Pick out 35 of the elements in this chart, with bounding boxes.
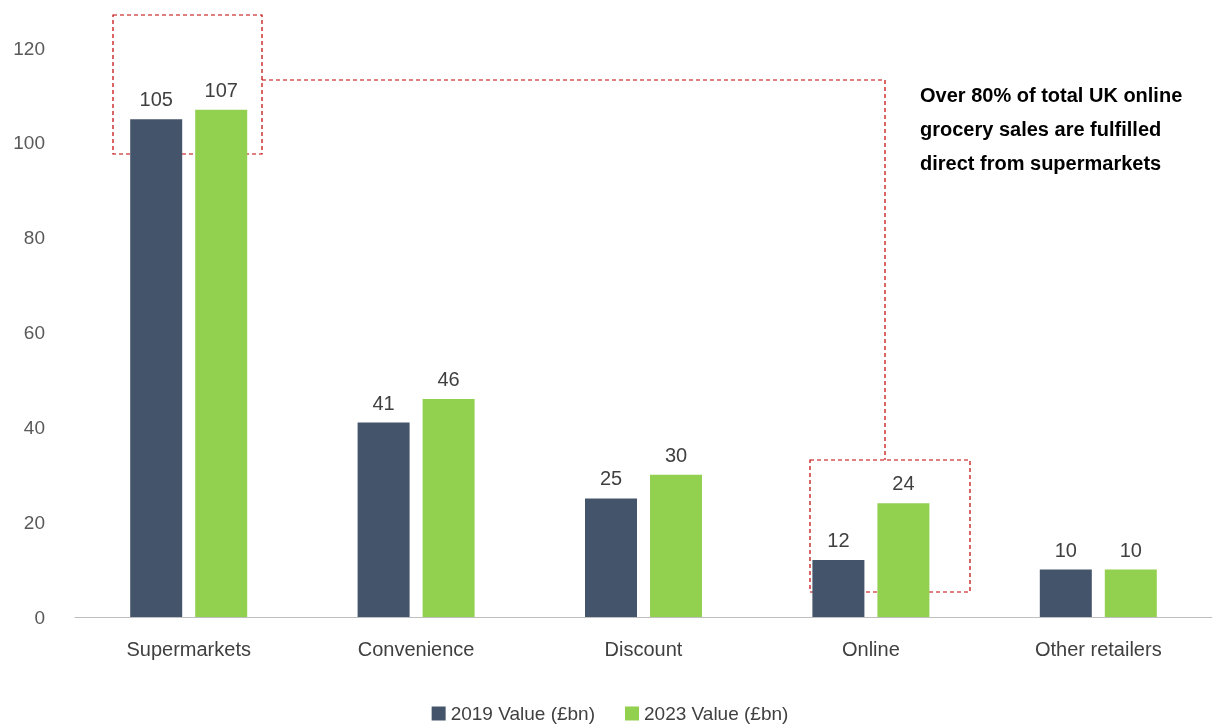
y-tick-label: 60	[23, 322, 45, 343]
bar	[195, 109, 248, 617]
bar	[422, 398, 475, 617]
bar	[650, 474, 702, 617]
bar	[877, 503, 930, 617]
x-tick-label: Other retailers	[1034, 638, 1162, 660]
y-tick-label: 120	[13, 37, 45, 59]
data-label: 10	[1054, 538, 1077, 561]
annotation: Over 80% of total UK online grocery sales are fulfilled direct from supermarkets	[920, 84, 1188, 174]
y-tick-label: 80	[23, 227, 45, 249]
x-tick-label: Supermarkets	[126, 638, 251, 660]
bar	[1039, 569, 1092, 617]
legend-label: 2023 Value (£bn)	[644, 703, 789, 724]
bar	[812, 560, 865, 617]
data-label: 12	[827, 529, 850, 552]
x-tick-label: Online	[841, 638, 900, 660]
data-label: 46	[437, 367, 460, 390]
y-tick-label: 20	[23, 511, 45, 533]
y-tick-label: 0	[34, 606, 45, 628]
bar	[357, 422, 410, 617]
x-tick-label: Discount	[604, 638, 683, 660]
legend-label: 2019 Value (£bn)	[450, 703, 596, 724]
data-label: 24	[892, 472, 915, 495]
x-tick-label: Convenience	[357, 638, 475, 660]
y-tick-label: 40	[23, 416, 45, 438]
data-label: 25	[599, 467, 623, 490]
data-label: 10	[1119, 538, 1142, 561]
data-label: 30	[664, 443, 688, 466]
bar	[585, 498, 637, 617]
data-label: 107	[204, 78, 238, 101]
bar	[1104, 569, 1157, 617]
data-label: 105	[139, 88, 173, 111]
data-label: 41	[372, 391, 395, 414]
bar	[130, 119, 183, 617]
y-tick-label: 100	[13, 132, 45, 154]
